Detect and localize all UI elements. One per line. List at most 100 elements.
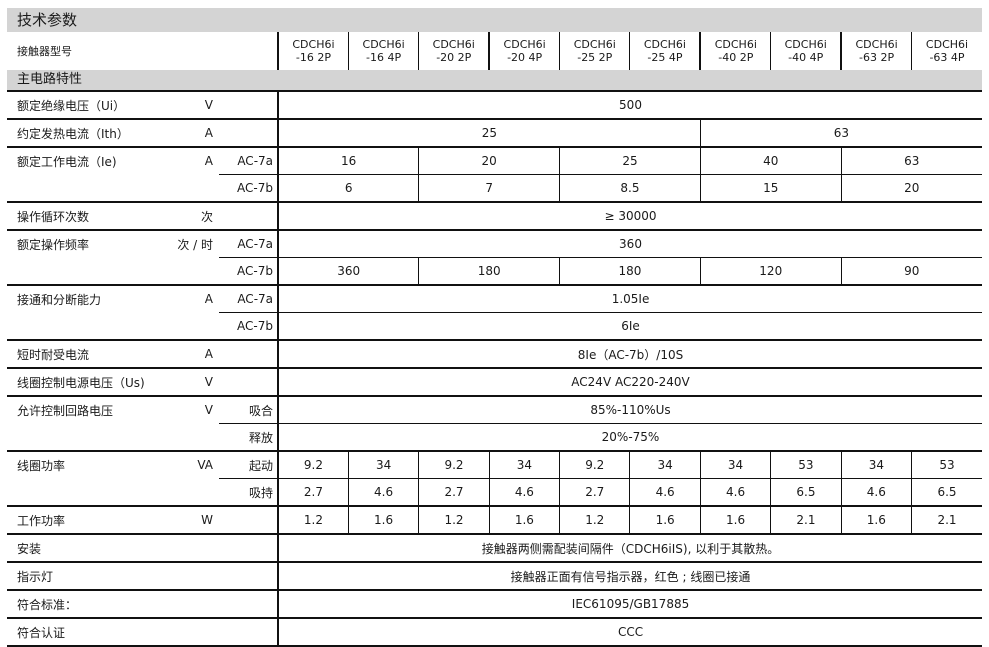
param-row: 额定工作电流（Ie) A AC-7a 16 20 25 40 63 (7, 146, 982, 175)
param-condition: AC-7b (219, 257, 280, 285)
param-condition: 吸合 (219, 395, 280, 424)
param-value: 1.05Ie (277, 284, 982, 313)
model-header-cell: CDCH6i -40 4P (770, 32, 842, 70)
model-series: CDCH6i (573, 38, 616, 51)
model-series: CDCH6i (855, 38, 898, 51)
param-row: 约定发热电流（Ith） A 25 63 (7, 118, 982, 147)
param-row: AC-7b 6Ie (7, 312, 982, 341)
param-value: 1.2 (418, 505, 490, 534)
param-unit: 次 / 时 (177, 229, 220, 258)
param-value: 2.7 (559, 478, 630, 506)
param-row: 符合标准： IEC61095/GB17885 (7, 589, 982, 618)
param-unit: V (177, 367, 220, 396)
param-value: 2.7 (418, 478, 490, 506)
param-condition (219, 505, 280, 534)
param-value: 25 (559, 146, 701, 175)
model-row: 接触器型号 CDCH6i -16 2P CDCH6i -16 4P CDCH6i -20 … (7, 32, 982, 70)
param-value: 6 (277, 174, 419, 202)
param-label: 安装 (7, 533, 178, 562)
param-row: 允许控制回路电压 V 吸合 85%-110%Us (7, 395, 982, 424)
param-value: 4.6 (488, 478, 560, 506)
param-label (7, 258, 177, 286)
param-condition: AC-7a (219, 229, 280, 258)
param-unit: A (177, 118, 220, 147)
param-label: 操作循环次数 (7, 201, 178, 230)
param-value: 120 (699, 257, 842, 285)
param-label: 接通和分断能力 (7, 284, 178, 313)
param-value: 9.2 (418, 450, 490, 479)
param-label: 额定操作频率 (7, 229, 178, 258)
tech-params-table: 技术参数 接触器型号 CDCH6i -16 2P CDCH6i -16 4P CDCH6… (7, 8, 982, 647)
param-row: 额定操作频率次 / 时 AC-7a 360 (7, 229, 982, 258)
param-value: 40 (699, 146, 842, 175)
param-value: 2.7 (277, 478, 349, 506)
param-value: 接触器正面有信号指示器，红色 ; 线圈已接通 (277, 561, 982, 590)
param-label: 额定工作电流（Ie) (7, 146, 178, 175)
model-rating: -63 4P (929, 51, 965, 64)
model-header-cell: CDCH6i -20 2P (418, 32, 490, 70)
param-condition: 吸持 (219, 478, 280, 506)
model-series: CDCH6i (503, 38, 546, 51)
param-value: 1.6 (488, 505, 560, 534)
model-rating: -40 2P (718, 51, 754, 64)
param-label (7, 175, 177, 203)
param-condition: 起动 (219, 450, 280, 479)
param-value: 1.6 (699, 505, 771, 534)
param-value: CCC (277, 617, 982, 647)
param-value: 360 (277, 257, 419, 285)
param-value: 63 (699, 118, 982, 147)
param-unit (177, 258, 219, 286)
param-value: 34 (840, 450, 912, 479)
param-row: 短时耐受电流 A 8Ie（AC-7b）/10S (7, 339, 982, 368)
param-unit (177, 589, 220, 618)
param-row: 符合认证 CCC (7, 617, 982, 647)
param-condition (219, 617, 280, 647)
param-label: 短时耐受电流 (7, 339, 178, 368)
param-condition (219, 118, 280, 147)
model-header-cell: CDCH6i -63 2P (840, 32, 912, 70)
model-header-cell: CDCH6i -16 2P (277, 32, 349, 70)
param-value: 6.5 (911, 478, 982, 506)
model-header-cell: CDCH6i -40 2P (699, 32, 771, 70)
param-label: 约定发热电流（Ith） (7, 118, 178, 147)
param-value: AC24V AC220-240V (277, 367, 982, 396)
param-value: 500 (277, 90, 982, 119)
param-value: 2.1 (911, 505, 982, 534)
param-value: 16 (277, 146, 419, 175)
param-condition (219, 589, 280, 618)
model-sub-empty (219, 32, 280, 70)
param-unit (177, 561, 220, 590)
model-rating: -20 4P (507, 51, 543, 64)
param-value: 360 (277, 229, 982, 258)
model-rating: -16 4P (366, 51, 402, 64)
param-value: 2.1 (770, 505, 842, 534)
param-value: 4.6 (840, 478, 912, 506)
model-rating: -16 2P (295, 51, 332, 64)
param-unit: A (177, 284, 220, 313)
model-series: CDCH6i (432, 38, 475, 51)
param-unit: V (177, 395, 220, 424)
param-unit (177, 617, 220, 647)
param-row: 接通和分断能力 A AC-7a 1.05Ie (7, 284, 982, 313)
param-value: 34 (699, 450, 771, 479)
param-unit (177, 175, 219, 203)
param-condition (219, 90, 280, 119)
param-value: 20 (840, 174, 982, 202)
model-header-cell: CDCH6i -63 4P (911, 32, 982, 70)
param-value: 53 (911, 450, 982, 479)
param-value: 接触器两侧需配装间隔件（CDCH6iIS), 以利于其散热。 (277, 533, 982, 562)
model-rating: -40 4P (788, 51, 824, 64)
param-unit (177, 479, 219, 507)
param-value: 1.6 (347, 505, 419, 534)
param-unit: A (177, 146, 220, 175)
model-rating: -63 2P (859, 51, 895, 64)
param-value: 4.6 (629, 478, 701, 506)
param-unit (177, 533, 220, 562)
param-value: 9.2 (277, 450, 349, 479)
param-row: 操作循环次数次 ≥ 30000 (7, 201, 982, 230)
param-condition: 释放 (219, 423, 280, 451)
param-unit (177, 313, 219, 341)
param-value: 4.6 (699, 478, 771, 506)
param-row: AC-7b 360 180 180 120 90 (7, 257, 982, 286)
param-value: 34 (488, 450, 560, 479)
